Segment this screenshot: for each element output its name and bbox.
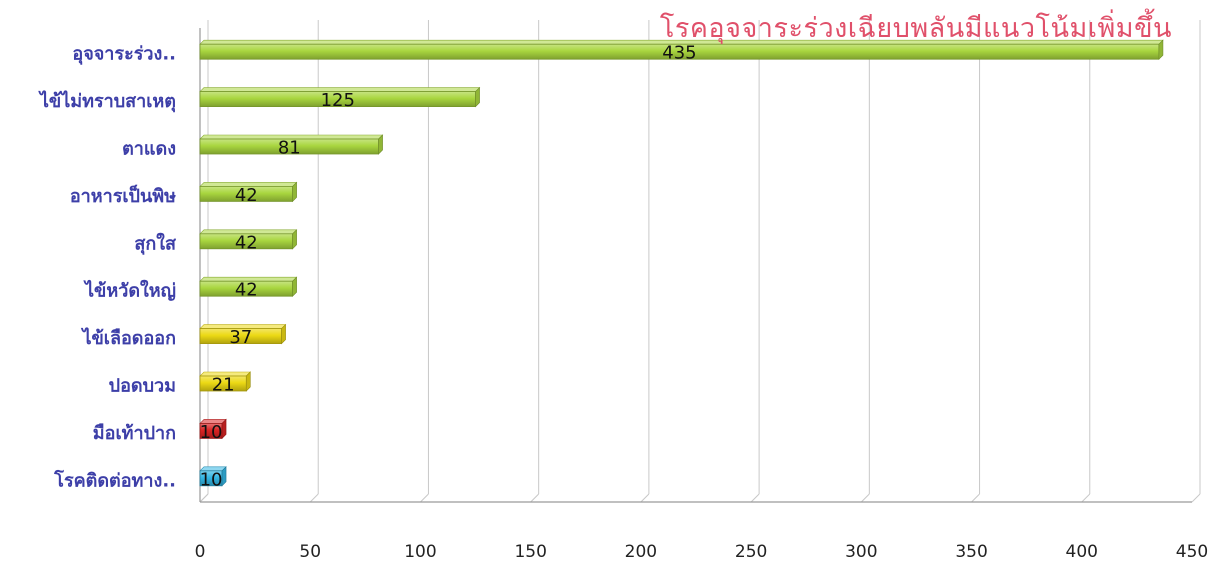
gridline-depth: [640, 493, 650, 503]
x-tick-label: 250: [735, 542, 767, 562]
bar-value-label: 42: [235, 232, 258, 253]
gridline-depth: [420, 493, 429, 503]
bar-value-label: 10: [200, 469, 223, 490]
gridline-depth: [530, 493, 540, 503]
bar-value-label: 42: [235, 185, 258, 206]
x-tick-label: 300: [845, 542, 877, 562]
bar-value-label: 21: [212, 375, 235, 396]
category-label: โรคติดต่อทาง..: [53, 469, 176, 491]
category-label: มือเท้าปาก: [93, 423, 176, 444]
x-tick-label: 350: [955, 542, 987, 562]
gridline-depth: [1081, 493, 1091, 503]
x-tick-label: 100: [404, 542, 436, 562]
chart-annotation: โรคอุจจาระร่วงเฉียบพลันมีแนวโน้มเพิ่มขึ้…: [659, 13, 1172, 44]
bar-end-cap: [292, 181, 297, 203]
x-tick-label: 400: [1066, 542, 1098, 562]
bar-end-cap: [245, 371, 251, 392]
gridline-depth: [199, 493, 209, 503]
gridline-depth: [750, 493, 760, 503]
bar-value-label: 81: [278, 138, 301, 159]
gridline-depth: [860, 493, 870, 503]
bar-end-cap: [292, 229, 297, 250]
bar-value-label: 435: [662, 43, 696, 64]
bar-value-label: 37: [229, 327, 252, 348]
category-label: ตาแดง: [122, 139, 176, 160]
bar-end-cap: [281, 323, 286, 345]
x-tick-label: 150: [514, 542, 546, 562]
gridline-depth: [971, 493, 980, 503]
x-tick-label: 200: [625, 542, 657, 562]
bar-end-cap: [221, 466, 227, 487]
gridline-depth: [1191, 493, 1201, 503]
bar-end-cap: [1158, 39, 1164, 60]
x-tick-label: 450: [1176, 542, 1208, 562]
x-tick-label: 50: [299, 542, 321, 562]
category-label: ไข้หวัดใหญ่: [83, 280, 176, 302]
bar-end-cap: [378, 134, 383, 155]
bar-end-cap: [292, 276, 297, 297]
bar-value-label: 42: [235, 280, 258, 301]
category-label: อุจจาระร่วง..: [72, 44, 176, 66]
bar-value-label: 10: [200, 422, 223, 443]
bar-end-cap: [221, 418, 227, 440]
category-label: สุกใส: [134, 232, 177, 255]
category-label: ปอดบวม: [109, 376, 176, 397]
bar-end-cap: [475, 86, 480, 108]
category-label: อาหารเป็นพิษ: [70, 184, 176, 207]
category-label: ไข้ไม่ทราบสาเหตุ: [38, 90, 176, 113]
gridline-depth: [309, 493, 319, 503]
category-label: ไข้เลือดออก: [80, 327, 176, 349]
bar-value-label: 125: [321, 90, 355, 111]
x-tick-label: 0: [195, 542, 206, 562]
